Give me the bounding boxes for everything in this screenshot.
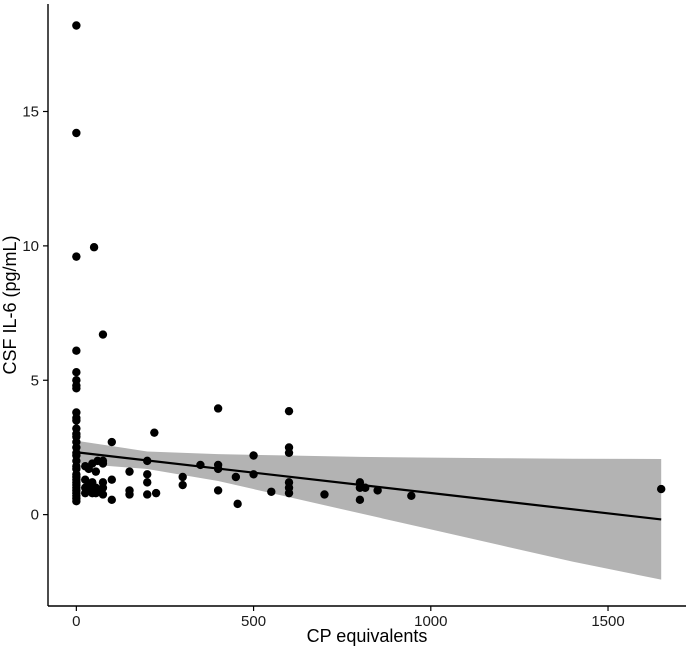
data-point — [213, 464, 223, 474]
y-tick-label: 0 — [31, 507, 39, 524]
y-axis-title: CSF IL-6 (pg/mL) — [0, 235, 20, 374]
y-tick-label: 15 — [22, 104, 39, 121]
data-point — [125, 490, 134, 499]
data-point — [143, 478, 152, 487]
data-point — [249, 451, 258, 460]
data-point — [143, 470, 152, 479]
data-point — [72, 128, 81, 138]
data-point — [91, 467, 101, 476]
data-point — [373, 486, 382, 495]
data-points-layer — [72, 21, 666, 509]
data-point — [143, 456, 152, 466]
tick-marks-layer: 0 500 1000 1500 0 5 10 15 — [22, 104, 624, 631]
data-point — [213, 404, 223, 413]
data-point — [320, 490, 329, 499]
data-point — [98, 490, 108, 499]
data-point — [151, 488, 161, 498]
data-point — [107, 495, 117, 505]
data-point — [72, 496, 81, 506]
data-point — [361, 483, 370, 492]
data-point — [72, 252, 81, 261]
data-point — [233, 499, 242, 509]
x-axis-title: CP equivalents — [307, 626, 428, 646]
data-point — [196, 460, 205, 470]
data-point — [150, 428, 159, 437]
data-point — [267, 487, 276, 496]
x-tick-label: 1000 — [414, 613, 447, 630]
x-tick-label: 500 — [241, 613, 266, 630]
data-point — [213, 486, 223, 495]
data-point — [231, 472, 241, 482]
data-point — [656, 484, 666, 494]
y-tick-label: 5 — [31, 372, 39, 389]
data-point — [72, 21, 81, 30]
data-point — [72, 346, 81, 355]
axes — [47, 4, 686, 607]
data-point — [284, 448, 294, 458]
data-point — [72, 416, 81, 425]
data-point — [72, 367, 81, 377]
y-tick-label: 10 — [22, 238, 39, 255]
data-point — [98, 330, 108, 339]
data-point — [143, 490, 152, 499]
data-point — [178, 480, 187, 490]
data-point — [284, 406, 294, 416]
data-point — [355, 495, 365, 505]
confidence-band — [76, 440, 662, 580]
data-point — [98, 459, 108, 468]
data-point — [98, 483, 108, 492]
data-point — [125, 467, 134, 476]
x-tick-label: 0 — [72, 613, 80, 630]
confidence-band-layer — [76, 440, 662, 580]
data-point — [107, 437, 117, 447]
data-point — [72, 384, 81, 393]
data-point — [407, 491, 416, 501]
data-point — [178, 472, 187, 482]
data-point — [249, 470, 258, 479]
data-point — [284, 488, 294, 498]
data-point — [107, 475, 117, 484]
data-point — [89, 243, 99, 252]
x-tick-label: 1500 — [591, 613, 624, 630]
